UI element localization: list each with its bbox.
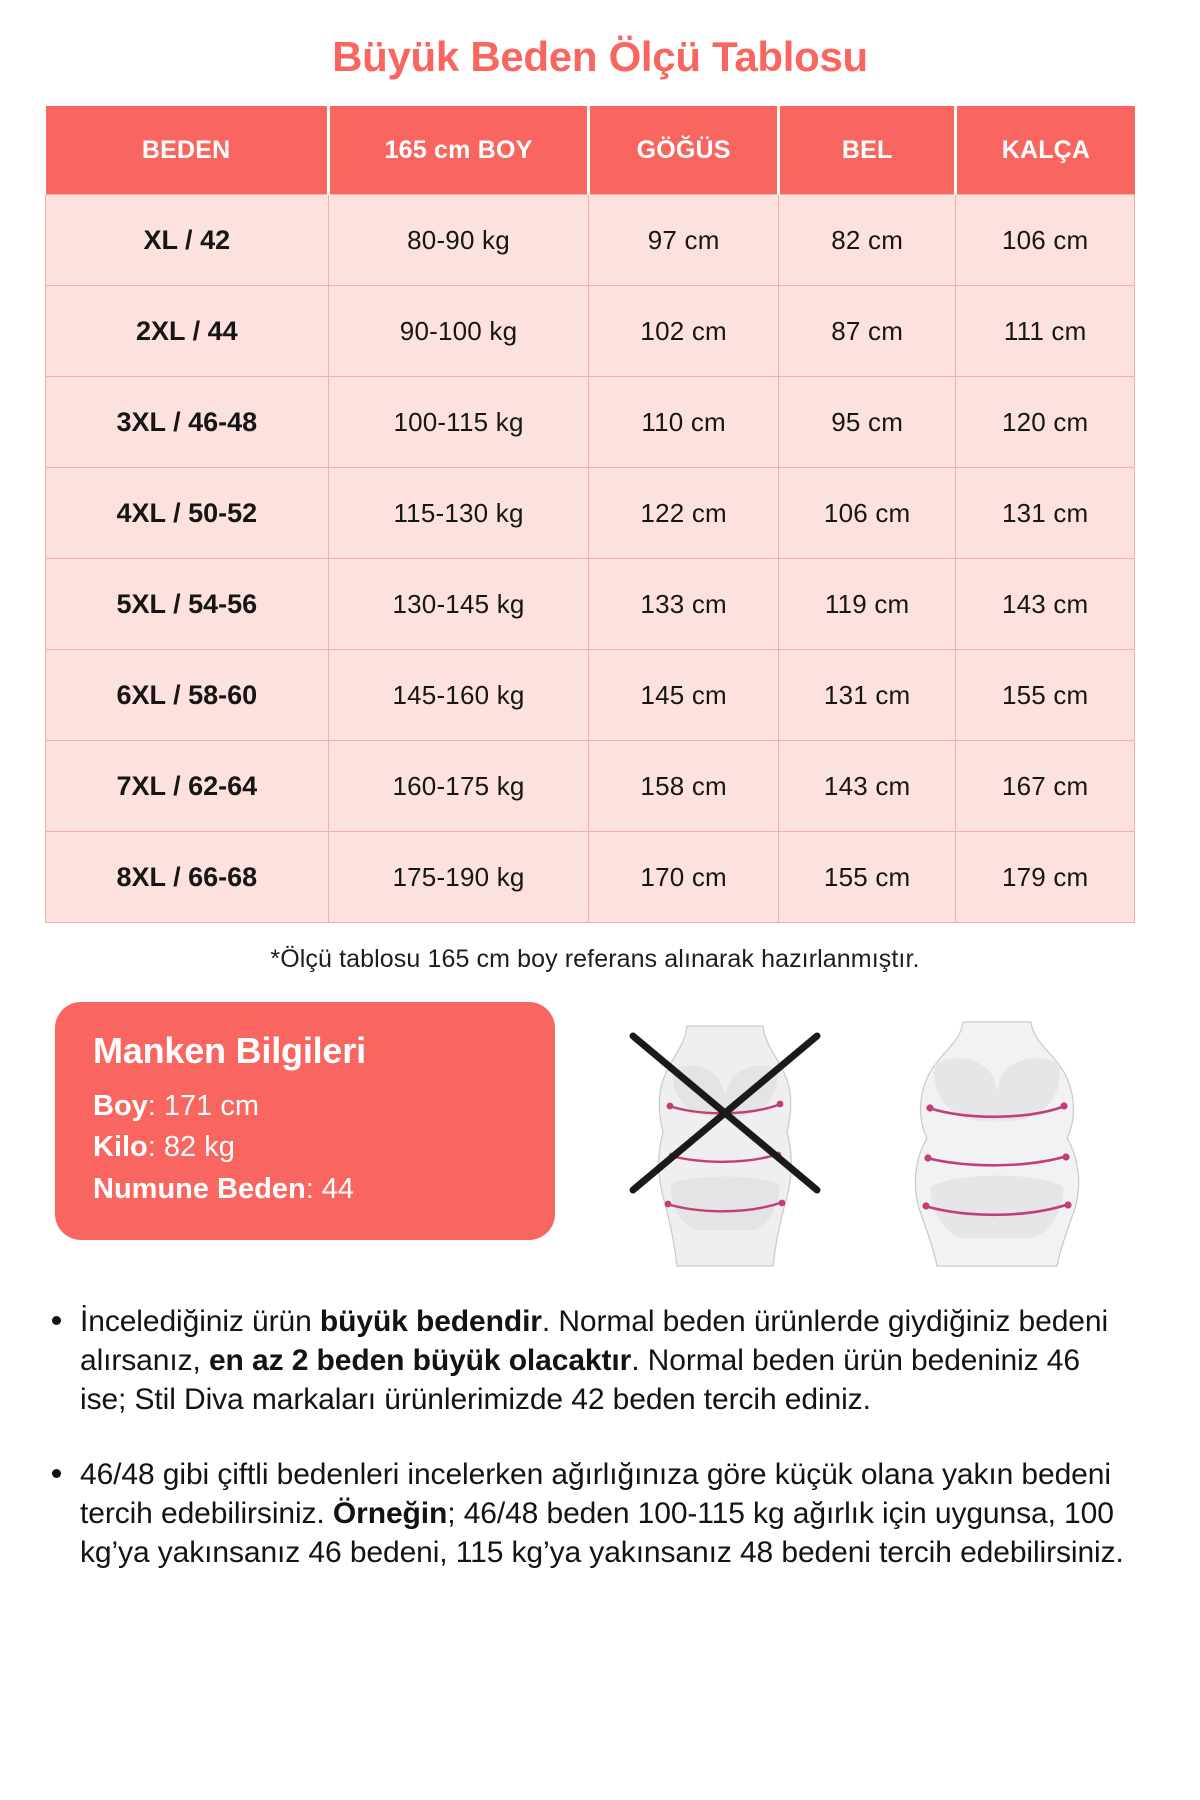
cell-kalca: 120 cm bbox=[955, 376, 1135, 469]
cell-kalca: 143 cm bbox=[955, 558, 1135, 651]
model-height-value: : 171 cm bbox=[147, 1090, 260, 1123]
cell-bel: 95 cm bbox=[777, 376, 957, 469]
cell-beden: 6XL / 58-60 bbox=[45, 649, 329, 742]
cell-bel: 87 cm bbox=[777, 285, 957, 378]
cell-boy: 145-160 kg bbox=[327, 649, 590, 742]
cell-bel: 143 cm bbox=[777, 740, 957, 833]
cell-kalca: 111 cm bbox=[955, 285, 1135, 378]
model-sample-size-value: : 44 bbox=[305, 1172, 355, 1205]
cell-beden: 3XL / 46-48 bbox=[45, 376, 329, 469]
bullet-text-part-3: . Normal beden ürün bedeniniz 46 ise; St… bbox=[80, 1344, 1080, 1417]
bullet-dot-icon bbox=[52, 1316, 61, 1326]
curvy-body-icon bbox=[914, 1021, 1080, 1267]
body-figure-illustrations bbox=[555, 1002, 1130, 1268]
size-measurement-table: BEDEN 165 cm BOY GÖĞÜS BEL KALÇA XL / 42… bbox=[45, 106, 1135, 924]
model-weight-line: Kilo: 82 kg bbox=[93, 1127, 521, 1168]
column-header-boy: 165 cm BOY bbox=[328, 106, 591, 195]
cell-gogus: 133 cm bbox=[588, 558, 779, 651]
cell-bel: 155 cm bbox=[777, 831, 957, 924]
size-guidance-bullet-list: İncelediğiniz ürün büyük bedendir. Norma… bbox=[38, 1302, 1130, 1572]
column-header-gogus: GÖĞÜS bbox=[588, 106, 780, 195]
cell-beden: XL / 42 bbox=[45, 194, 329, 287]
table-row: 7XL / 62-64 160-175 kg 158 cm 143 cm 167… bbox=[45, 740, 1135, 833]
slim-body-icon bbox=[629, 1025, 821, 1267]
cell-kalca: 179 cm bbox=[955, 831, 1135, 924]
column-header-beden: BEDEN bbox=[45, 106, 330, 195]
model-weight-value: : 82 kg bbox=[147, 1131, 235, 1164]
cell-beden: 5XL / 54-56 bbox=[45, 558, 329, 651]
cell-bel: 106 cm bbox=[777, 467, 957, 560]
cell-bel: 131 cm bbox=[777, 649, 957, 742]
cell-bel: 119 cm bbox=[777, 558, 957, 651]
model-height-line: Boy: 171 cm bbox=[93, 1086, 521, 1127]
cell-beden: 4XL / 50-52 bbox=[45, 467, 329, 560]
column-header-bel: BEL bbox=[778, 106, 958, 195]
cell-beden: 7XL / 62-64 bbox=[45, 740, 329, 833]
page-title: Büyük Beden Ölçü Tablosu bbox=[332, 33, 868, 80]
model-sample-size-line: Numune Beden: 44 bbox=[93, 1169, 521, 1210]
model-info-heading: Manken Bilgileri bbox=[93, 1030, 366, 1072]
cell-gogus: 170 cm bbox=[588, 831, 779, 924]
plus-size-body-figure bbox=[887, 1008, 1107, 1268]
cell-gogus: 110 cm bbox=[588, 376, 779, 469]
cell-kalca: 167 cm bbox=[955, 740, 1135, 833]
bullet-bold-part-2: en az 2 beden büyük olacaktır bbox=[208, 1344, 632, 1378]
cell-boy: 130-145 kg bbox=[327, 558, 590, 651]
table-footnote: *Ölçü tablosu 165 cm boy referans alınar… bbox=[270, 945, 920, 974]
bullet-text-part-1: İncelediğiniz ürün bbox=[80, 1305, 320, 1339]
table-row: 6XL / 58-60 145-160 kg 145 cm 131 cm 155… bbox=[45, 649, 1135, 742]
cell-beden: 8XL / 66-68 bbox=[45, 831, 329, 924]
model-info-card: Manken Bilgileri Boy: 171 cm Kilo: 82 kg… bbox=[55, 1002, 555, 1240]
cell-boy: 115-130 kg bbox=[327, 467, 590, 560]
cell-boy: 80-90 kg bbox=[327, 194, 590, 287]
cell-boy: 160-175 kg bbox=[327, 740, 590, 833]
table-row: 2XL / 44 90-100 kg 102 cm 87 cm 111 cm bbox=[45, 285, 1135, 378]
bullet-dot-icon bbox=[52, 1469, 61, 1479]
bullet-text-part-2: ; 46/48 beden 100-115 kg ağırlık için uy… bbox=[80, 1497, 1124, 1570]
cell-kalca: 106 cm bbox=[955, 194, 1135, 287]
cell-boy: 175-190 kg bbox=[327, 831, 590, 924]
bullet-text-part-1: 46/48 gibi çiftli bedenleri incelerken a… bbox=[80, 1458, 1111, 1531]
cell-beden: 2XL / 44 bbox=[45, 285, 329, 378]
list-item: 46/48 gibi çiftli bedenleri incelerken a… bbox=[38, 1455, 1130, 1572]
cell-gogus: 97 cm bbox=[588, 194, 779, 287]
crossed-out-slim-body-figure bbox=[615, 1008, 835, 1268]
cell-boy: 100-115 kg bbox=[327, 376, 590, 469]
cell-gogus: 122 cm bbox=[588, 467, 779, 560]
bullet-bold-part-1: Örneğin bbox=[332, 1497, 448, 1531]
model-height-label: Boy bbox=[93, 1090, 148, 1123]
table-row: 4XL / 50-52 115-130 kg 122 cm 106 cm 131… bbox=[45, 467, 1135, 560]
list-item: İncelediğiniz ürün büyük bedendir. Norma… bbox=[38, 1302, 1130, 1419]
model-sample-size-label: Numune Beden bbox=[93, 1172, 306, 1205]
bullet-bold-part-1: büyük bedendir bbox=[319, 1305, 542, 1339]
table-row: 8XL / 66-68 175-190 kg 170 cm 155 cm 179… bbox=[45, 831, 1135, 924]
table-header-row: BEDEN 165 cm BOY GÖĞÜS BEL KALÇA bbox=[45, 106, 1135, 195]
cell-bel: 82 cm bbox=[777, 194, 957, 287]
bullet-text-part-2: . Normal beden ürünlerde giydiğiniz bede… bbox=[80, 1305, 1109, 1378]
cell-boy: 90-100 kg bbox=[327, 285, 590, 378]
table-row: 3XL / 46-48 100-115 kg 110 cm 95 cm 120 … bbox=[45, 376, 1135, 469]
column-header-kalca: KALÇA bbox=[955, 106, 1135, 195]
cell-gogus: 158 cm bbox=[588, 740, 779, 833]
cell-gogus: 145 cm bbox=[588, 649, 779, 742]
table-row: 5XL / 54-56 130-145 kg 133 cm 119 cm 143… bbox=[45, 558, 1135, 651]
table-row: XL / 42 80-90 kg 97 cm 82 cm 106 cm bbox=[45, 194, 1135, 287]
cross-out-mark bbox=[629, 1032, 821, 1194]
cell-gogus: 102 cm bbox=[588, 285, 779, 378]
cell-kalca: 131 cm bbox=[955, 467, 1135, 560]
model-weight-label: Kilo bbox=[93, 1131, 148, 1164]
cell-kalca: 155 cm bbox=[955, 649, 1135, 742]
model-info-and-figures-row: Manken Bilgileri Boy: 171 cm Kilo: 82 kg… bbox=[55, 1002, 1130, 1268]
